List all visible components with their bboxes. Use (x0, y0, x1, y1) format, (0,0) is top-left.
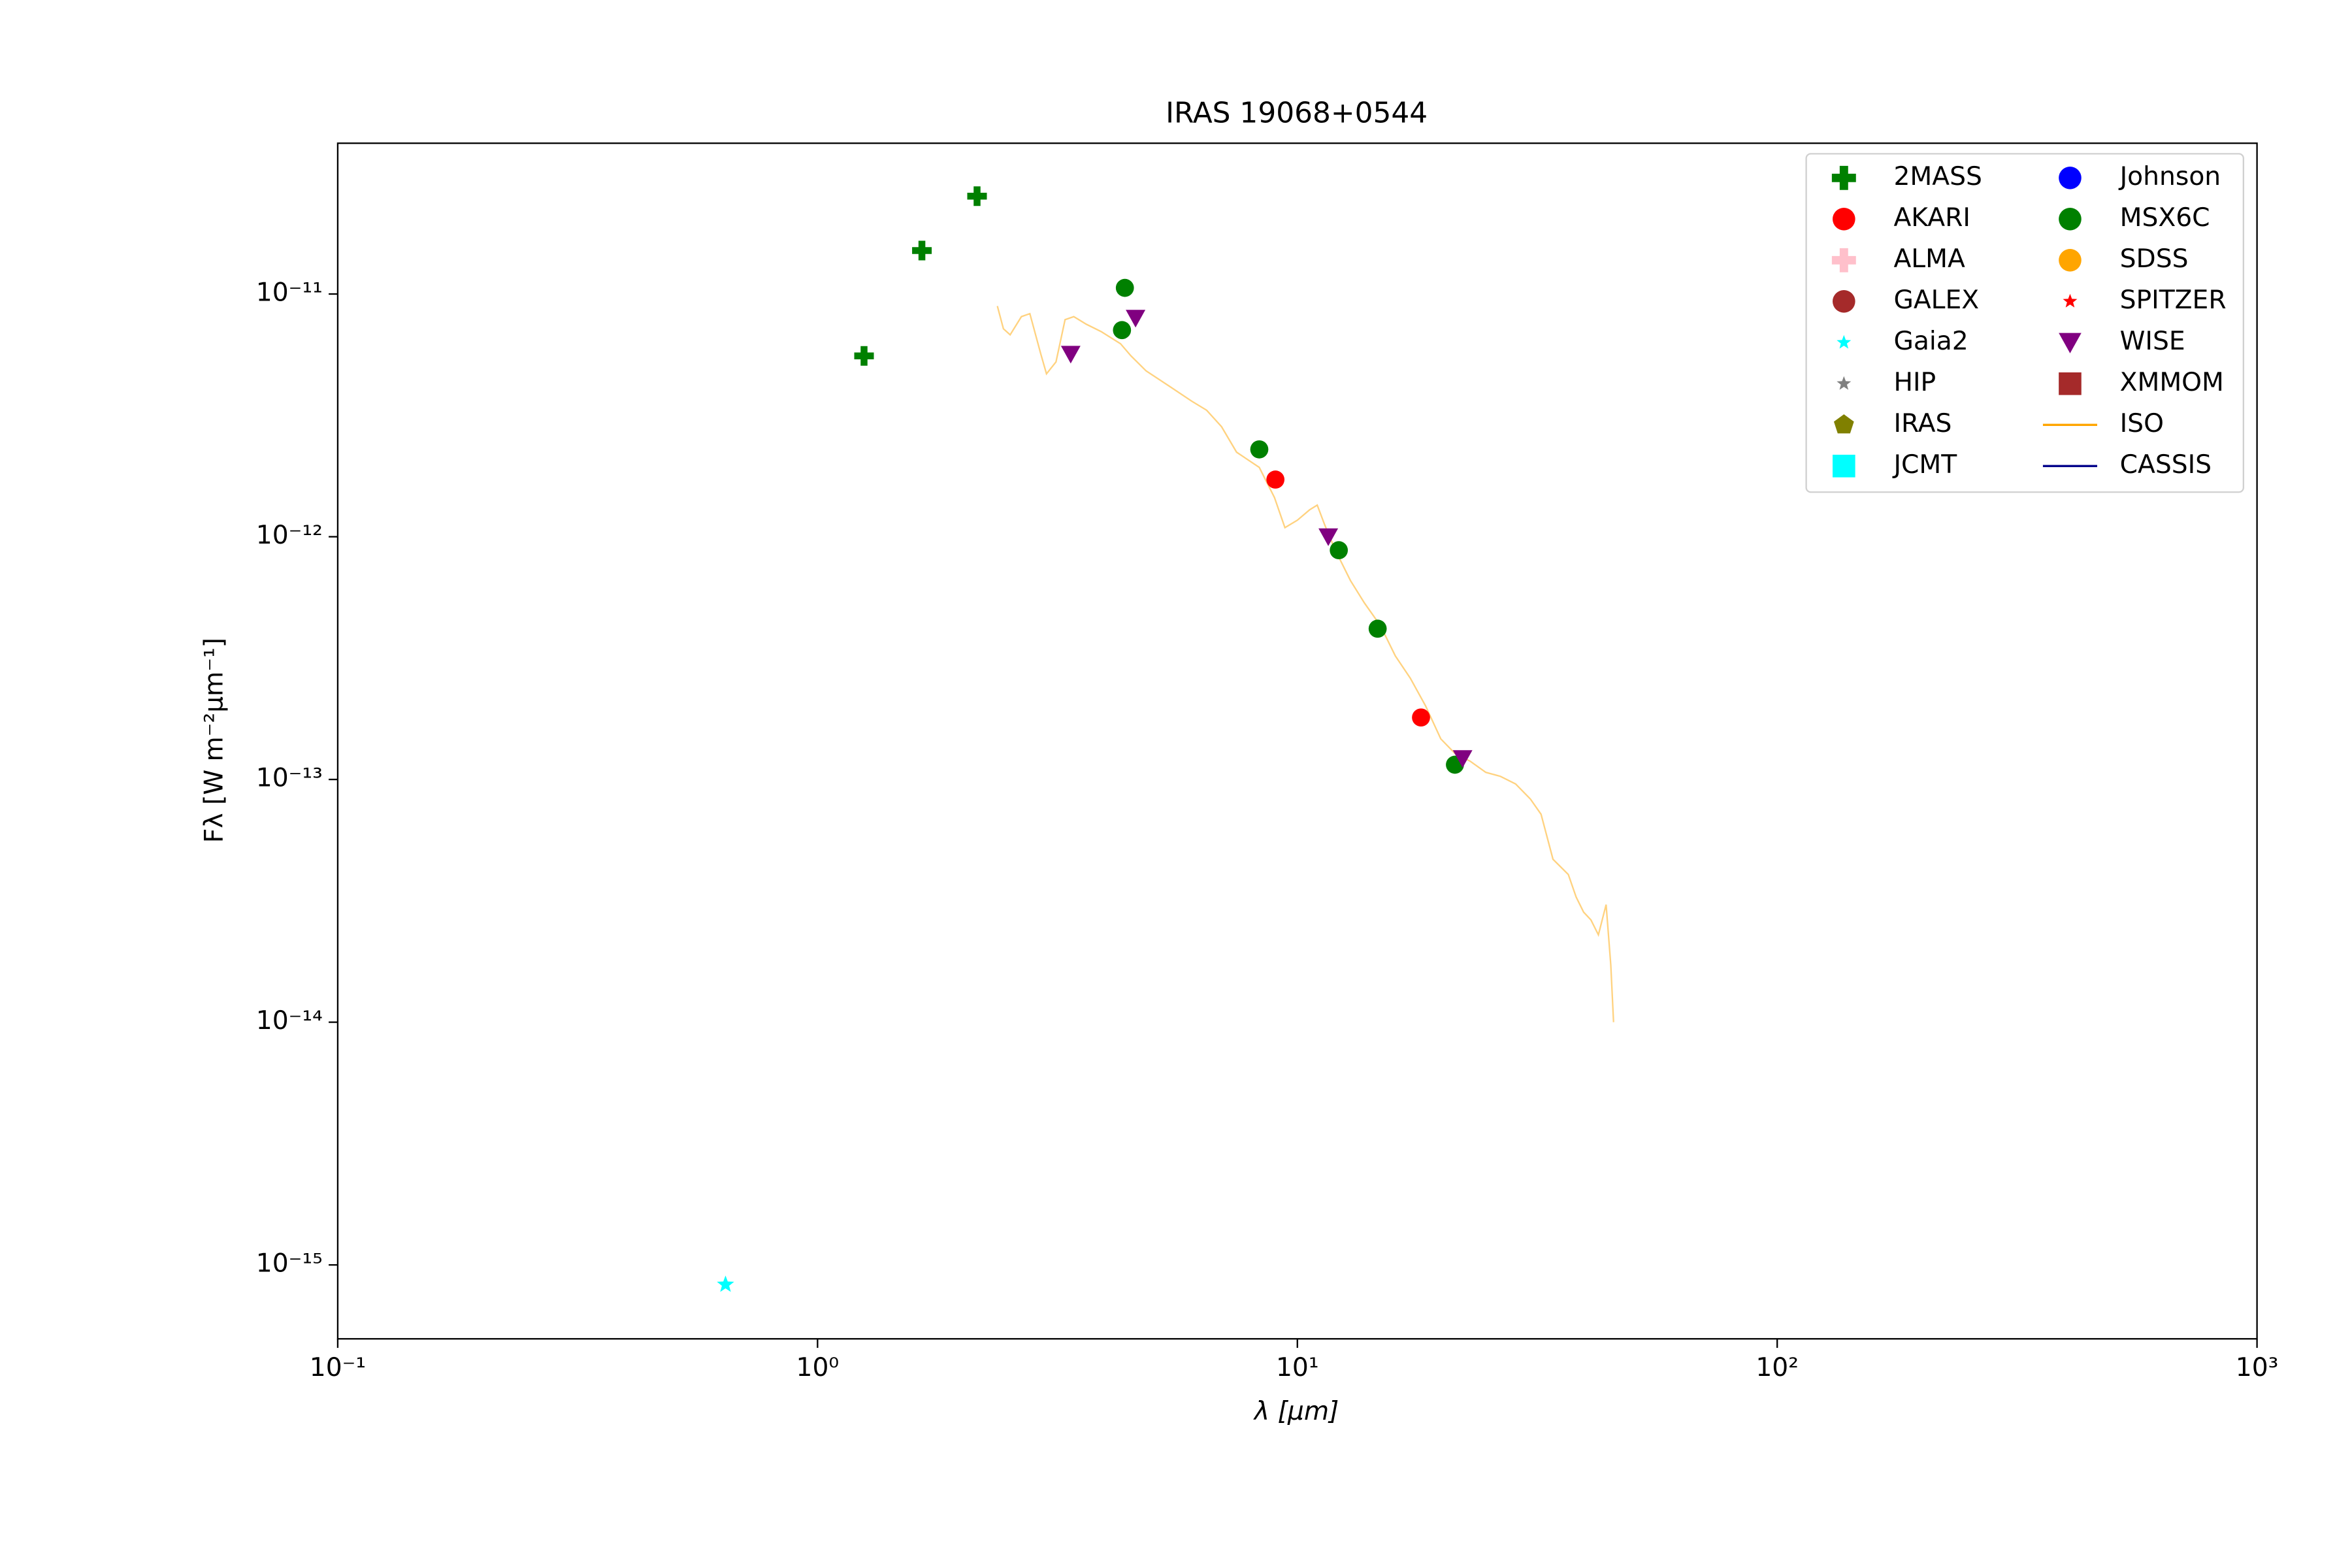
data-point (1113, 321, 1132, 340)
y-tick-label: 10⁻¹⁴ (256, 1006, 323, 1036)
legend-marker (1837, 376, 1852, 390)
x-tick-label: 10¹ (1276, 1353, 1319, 1382)
legend-label: JCMT (1891, 450, 1957, 480)
x-tick-label: 10² (1756, 1353, 1799, 1382)
legend-marker (1831, 165, 1856, 190)
legend-label: GALEX (1893, 286, 1979, 315)
legend-marker (2059, 249, 2082, 272)
legend-label: XMMOM (2120, 368, 2224, 397)
legend-label: AKARI (1893, 203, 1970, 233)
chart-title: IRAS 19068+0544 (1166, 96, 1428, 129)
legend-marker (2063, 293, 2078, 308)
legend-marker (1833, 208, 1855, 231)
plot-frame (336, 142, 2258, 1340)
data-point (1060, 346, 1081, 364)
data-point (1266, 470, 1285, 489)
x-tick-label: 10⁰ (796, 1353, 840, 1382)
legend-label: CASSIS (2120, 450, 2212, 480)
legend-label: ALMA (1893, 244, 1965, 274)
x-tick-label: 10³ (2236, 1353, 2279, 1382)
legend-label: Gaia2 (1893, 327, 1968, 356)
legend-label: ISO (2120, 409, 2164, 438)
data-point (717, 1275, 734, 1292)
data-point (854, 346, 874, 366)
legend-marker (2059, 372, 2082, 395)
legend-label: SDSS (2120, 244, 2189, 274)
legend-label: WISE (2120, 327, 2185, 356)
legend-box (1805, 153, 2244, 493)
spectrum-line (996, 306, 1614, 1022)
y-tick-label: 10⁻¹⁵ (256, 1249, 323, 1279)
y-tick-label: 10⁻¹³ (256, 764, 323, 793)
legend-marker (2059, 208, 2082, 231)
x-tick-label: 10⁻¹ (310, 1353, 366, 1382)
plot-area (717, 186, 1614, 1292)
legend-label: 2MASS (1893, 162, 1982, 191)
legend-marker (2059, 167, 2082, 189)
y-tick-label: 10⁻¹¹ (256, 278, 323, 308)
data-point (1368, 619, 1387, 638)
legend-marker (1831, 248, 1856, 272)
legend-label: MSX6C (2120, 203, 2210, 233)
legend-marker (1833, 455, 1855, 478)
legend: 2MASS AKARI ALMA GALEX Gaia2 HIP IRAS JCMT Johns… (1805, 153, 2244, 493)
legend-label: HIP (1893, 368, 1936, 397)
legend-label: Johnson (2118, 162, 2221, 191)
y-tick-label: 10⁻¹² (256, 521, 323, 550)
y-axis-label: Fλ [W m⁻²μm⁻¹] (200, 638, 229, 843)
legend-marker (1833, 290, 1855, 313)
data-point (1412, 708, 1430, 727)
x-axis-label: λ [μm] (1253, 1397, 1339, 1426)
data-point (1318, 528, 1339, 546)
data-point (1250, 440, 1269, 459)
data-point (912, 240, 932, 261)
legend-marker (2059, 333, 2082, 353)
legend-marker (1833, 414, 1854, 434)
data-point (1330, 541, 1348, 560)
legend-marker (1837, 335, 1852, 349)
legend-label: SPITZER (2120, 286, 2227, 315)
data-point (1115, 278, 1134, 297)
legend-label: IRAS (1893, 409, 1952, 438)
data-point (1126, 310, 1146, 328)
data-point (967, 186, 987, 206)
data-point (1452, 750, 1473, 768)
